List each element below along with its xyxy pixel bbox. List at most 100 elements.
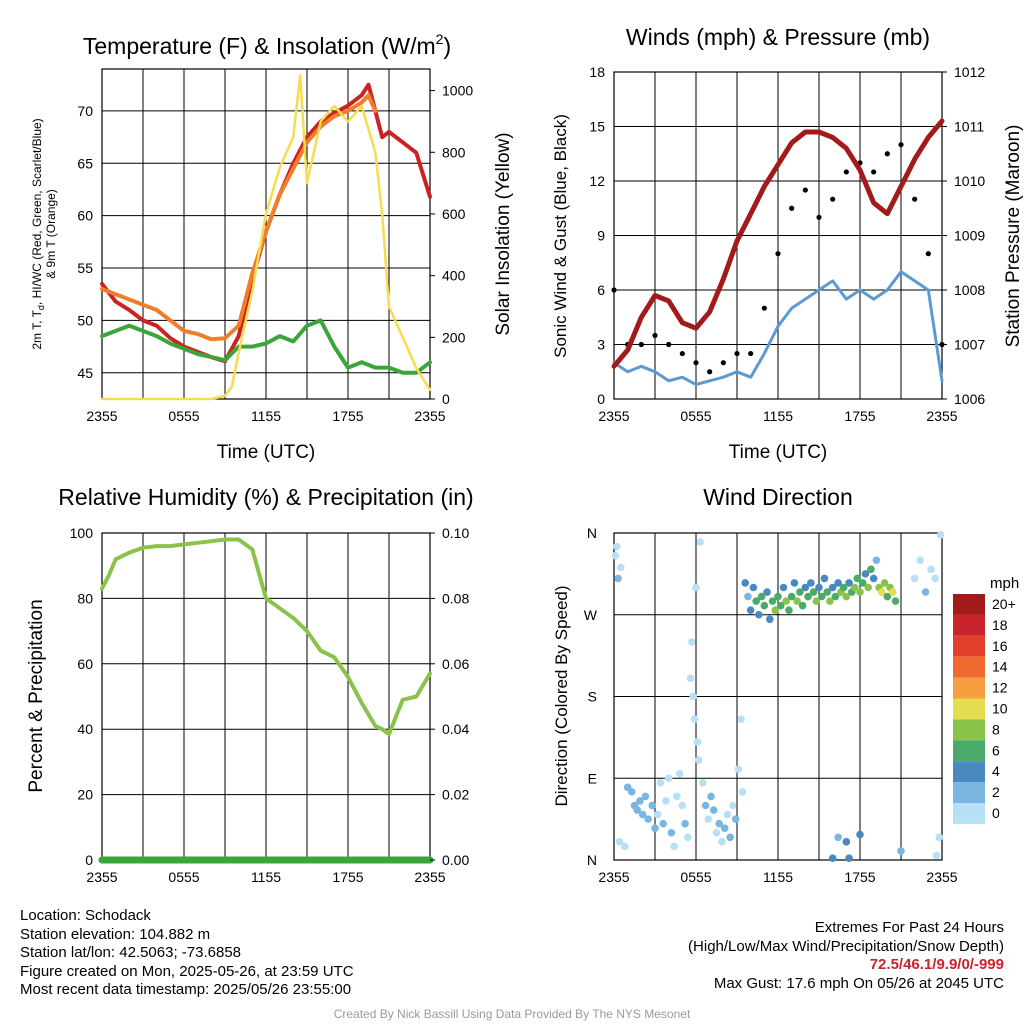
gust-point: [789, 205, 795, 211]
wind-direction-point: [684, 833, 692, 842]
wind-direction-point: [686, 674, 695, 683]
station-pressure-line: [611, 118, 945, 369]
rh-ytick-label: 0: [85, 852, 93, 868]
wind-direction-point: [726, 833, 734, 842]
rh-ytick-right-label: 0.10: [442, 525, 469, 541]
gust-point: [693, 360, 699, 366]
gust-point: [748, 350, 754, 357]
wind-direction-point: [842, 838, 851, 846]
wind-direction-point: [796, 588, 804, 596]
wdir-series: [611, 531, 945, 862]
wind-direction-point: [831, 592, 840, 601]
wdir-xtick-label: 2355: [598, 869, 629, 885]
extremes-title: Extremes For Past 24 Hours: [814, 919, 1004, 936]
legend-label: 16: [992, 638, 1008, 654]
wind-direction-point: [804, 592, 812, 601]
wind-direction-point: [659, 819, 667, 828]
wind-direction-point: [696, 538, 704, 546]
wind-direction-point: [612, 542, 621, 551]
temp-ytick-label: 55: [77, 260, 93, 276]
rh-grid: [102, 533, 430, 860]
wind-ytick-label: 15: [589, 119, 605, 135]
temp-xtick-label: 2355: [414, 408, 445, 424]
legend-swatch: [953, 761, 985, 783]
wind-direction-point: [611, 551, 620, 560]
gust-point: [912, 196, 918, 202]
wind-direction-point: [689, 692, 698, 701]
wind-direction-point: [757, 592, 766, 601]
wdir-ytick-label: S: [588, 689, 597, 705]
wind-direction-point: [734, 765, 743, 773]
temp-xtick-label: 1155: [251, 408, 281, 424]
legend-label: 20+: [992, 596, 1016, 612]
temp-ytick-right-label: 200: [442, 329, 466, 345]
latlon-text: Station lat/lon: 42.5063; -73.6858: [20, 944, 242, 962]
extremes-info: Extremes For Past 24 Hours (High/Low/Max…: [688, 919, 1004, 993]
wind-xtick-label: 1155: [763, 408, 793, 424]
wind-direction-point: [861, 570, 870, 578]
wind-direction-point: [820, 574, 829, 583]
rh-xtick-label: 0555: [168, 869, 199, 885]
legend-label: 10: [992, 701, 1008, 717]
wind-direction-point: [845, 579, 853, 587]
rh-ytick-right-label: 0.00: [442, 852, 469, 868]
legend-swatch: [953, 594, 985, 615]
wind-direction-point: [738, 788, 747, 796]
created-text: Figure created on Mon, 2025-05-26, at 23…: [20, 962, 354, 980]
wind-ytick-right-label: 1007: [954, 337, 985, 353]
wdir-ylabel-left: Direction (Colored By Speed): [552, 585, 571, 806]
wind-direction-point: [633, 806, 642, 814]
wind-direction-point: [678, 801, 687, 810]
rh-ytick-right-label: 0.04: [442, 721, 469, 737]
rh-ytick-label: 20: [77, 787, 93, 803]
wind-direction-point: [776, 601, 785, 610]
legend-swatch: [953, 635, 985, 657]
wind-direction-point: [812, 597, 821, 605]
extremes-subtitle: (High/Low/Max Wind/Precipitation/Snow De…: [688, 937, 1004, 955]
wind-direction-point: [699, 778, 707, 787]
gust-point: [679, 350, 685, 357]
wind-direction-point: [850, 583, 859, 592]
wind-direction-point: [720, 824, 729, 833]
wind-direction-point: [790, 579, 799, 587]
wind-ytick-right-label: 1010: [954, 173, 985, 189]
wind-direction-point: [648, 801, 657, 810]
wind-direction-point: [793, 597, 801, 605]
wind-direction-point: [916, 556, 924, 565]
gust-point: [871, 169, 877, 175]
wind-direction-point: [936, 531, 945, 539]
wind-direction-point: [701, 801, 710, 810]
wind-direction-point: [883, 592, 892, 601]
wind-ytick-label: 18: [589, 64, 605, 80]
gust-point: [666, 341, 672, 348]
credit-text: Created By Nick Bassill Using Data Provi…: [333, 1007, 691, 1021]
rh-xtick-label: 2355: [86, 869, 117, 885]
wind-direction-point: [731, 815, 740, 823]
temp-panel: Temperature (F) & Insolation (W/m2) 2355…: [30, 31, 514, 463]
wdir-ytick-label: E: [588, 770, 597, 786]
wind-direction-point: [826, 597, 834, 605]
legend-swatch: [953, 719, 985, 741]
wind-direction-point: [817, 592, 826, 601]
wind-direction-point: [807, 579, 815, 587]
wind-direction-point: [723, 810, 732, 819]
wind-direction-point: [869, 574, 878, 583]
wind-ticks: 2355 0555 1155 1755 235503691215181006100710…: [589, 64, 985, 424]
temp-ytick-right-label: 1000: [442, 83, 473, 99]
rh-ticks: 2355 0555 1155 1755 23550204060801000.000.02…: [70, 525, 470, 885]
wind-direction-point: [690, 715, 699, 724]
wind-direction-point: [693, 738, 702, 746]
wind-direction-point: [935, 833, 944, 842]
wind-direction-point: [741, 579, 749, 587]
temp-xlabel: Time (UTC): [217, 442, 316, 463]
wind-series: [611, 118, 945, 386]
temp-ticks: 2355 0555 1155 1755 2355 45 50 55 60 65 70 0 200 400 6…: [77, 83, 473, 424]
wind-direction-point: [614, 574, 622, 583]
temp-ytick-right-label: 400: [442, 268, 466, 284]
wind-direction-point: [768, 597, 777, 605]
temp-ytick-label: 60: [77, 208, 93, 224]
wind-direction-point: [688, 638, 696, 646]
wind-direction-point: [858, 579, 867, 587]
temp-ylabel-right: Solar Insolation (Yellow): [493, 132, 514, 335]
